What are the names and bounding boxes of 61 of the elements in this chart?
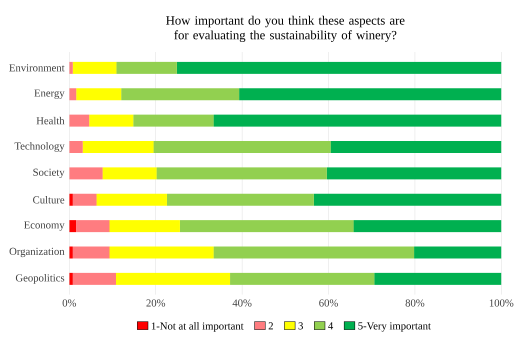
bar [314,194,502,206]
legend-label: 1-Not at all important [152,322,244,332]
bar [102,167,157,180]
bar [326,167,502,180]
legend-label: 4 [328,322,334,330]
y-tick-label: Culture [33,196,64,204]
bar [180,220,354,232]
x-tick-label: 0% [62,299,76,307]
bar [96,194,167,206]
bar [116,272,230,285]
bar [214,114,502,127]
bar [69,246,73,258]
legend-label: 2 [268,322,273,330]
bar [72,272,116,285]
y-tick-label: Organization [10,248,64,258]
bar [214,246,414,258]
bar [69,62,73,74]
bar [72,246,110,258]
bar [330,140,502,153]
bar [176,62,502,74]
bar [69,194,73,206]
bar [414,246,502,258]
x-tick-label: 80% [406,299,424,307]
bar [76,88,122,100]
bar [354,220,502,232]
bar [166,194,314,206]
y-tick-label: Economy [24,221,65,231]
legend-label: 3 [298,322,303,330]
bar [69,220,76,232]
bar [116,62,177,74]
bar [69,140,83,153]
x-tick-label: 40% [232,299,252,307]
bar [69,114,90,127]
legend-label: 5-Very important [358,322,431,332]
bar [89,114,134,127]
bar [69,88,76,100]
bar [374,272,502,285]
y-tick-label: Health [36,116,64,124]
x-tick-label: 100% [490,299,514,307]
bar [69,272,73,285]
y-tick-label: Geopolitics [16,274,64,284]
bar [82,140,154,153]
y-tick-label: Energy [34,90,65,99]
bar [76,220,110,232]
y-tick-label: Environment [9,64,65,72]
bar [69,167,103,180]
bar [230,272,374,285]
y-tick-label: Technology [14,142,65,152]
bar [110,246,214,258]
bar [121,88,240,100]
bar [72,194,97,206]
chart-title: How important do you think these aspects are for evaluating the sustainability of winery? [166,16,405,42]
y-tick-label: Society [33,168,65,178]
bar [156,167,327,180]
bar [154,140,331,153]
x-tick-label: 60% [319,299,338,307]
bar [239,88,502,100]
bar [110,220,180,232]
x-tick-label: 20% [146,299,166,307]
bar [133,114,214,127]
bar [72,62,116,74]
